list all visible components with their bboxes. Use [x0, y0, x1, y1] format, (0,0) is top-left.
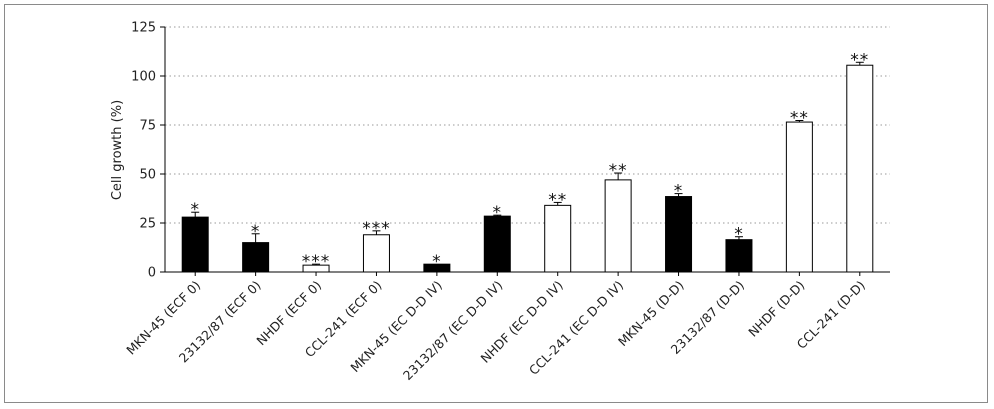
significance-marker: * [493, 203, 503, 223]
y-tick-label: 0 [148, 266, 156, 281]
bar [665, 196, 693, 273]
x-tick-label: 23132/87 (EC D-D IV) [400, 278, 505, 383]
significance-markers: ******************** [190, 50, 869, 272]
significance-marker: ** [548, 190, 567, 210]
significance-marker: * [674, 182, 684, 202]
bar [846, 64, 874, 273]
bar [483, 215, 511, 273]
figure-frame [4, 4, 988, 403]
significance-marker: * [251, 222, 261, 242]
significance-marker: ** [850, 50, 869, 70]
bar-series [181, 61, 874, 273]
y-tick-label: 125 [131, 21, 156, 36]
bar [604, 179, 632, 273]
significance-marker: * [734, 225, 744, 245]
bar [544, 204, 572, 273]
y-axis-ticks: 0 25 50 75 100 125 [131, 21, 165, 281]
y-tick-label: 50 [139, 168, 156, 183]
y-tick-label: 100 [131, 70, 156, 85]
gridlines [165, 26, 890, 224]
y-axis-title: Cell growth (%) [110, 100, 125, 200]
axes [164, 27, 890, 273]
x-axis-labels: MKN-45 (ECF 0)23132/87 (ECF 0)NHDF (ECF … [123, 272, 868, 383]
bar [242, 242, 270, 273]
y-tick-label: 75 [139, 119, 156, 134]
bar [181, 216, 209, 273]
bar [785, 121, 813, 273]
significance-marker: *** [362, 219, 391, 239]
x-tick-label: NHDF (D-D) [745, 278, 807, 340]
y-tick-label: 25 [139, 217, 156, 232]
bar [362, 234, 390, 273]
significance-marker: * [432, 252, 442, 272]
significance-marker: ** [790, 108, 809, 128]
significance-marker: * [190, 200, 200, 220]
significance-marker: *** [302, 252, 331, 272]
significance-marker: ** [609, 161, 628, 181]
